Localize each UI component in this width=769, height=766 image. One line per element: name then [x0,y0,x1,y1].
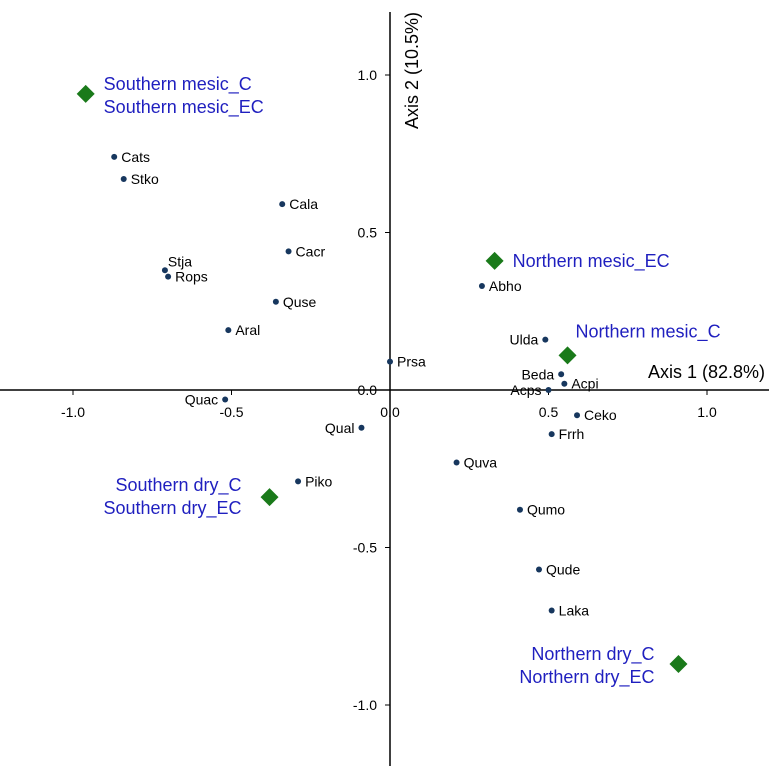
axes [0,12,769,766]
species-point [111,153,118,160]
species-label: Piko [305,473,332,489]
species-label: Ceko [584,407,617,423]
species-point [272,298,279,305]
species-point [516,506,523,513]
group-marker-diamond [669,655,688,674]
ticks: -1.0 -0.5 0.0 0.5 1.0 -1.0 -0.5 0.0 0.5 1.0 [61,67,717,713]
species-label: Cala [289,196,318,212]
y-tick-label: 1.0 [358,67,378,83]
x-tick-label: 0.5 [539,404,559,420]
species-point [548,431,555,438]
species-label: Acpi [571,376,598,392]
species-label: Abho [489,278,522,294]
x-tick-label: -0.5 [219,404,243,420]
x-axis-title: Axis 1 (82.8%) [648,362,765,382]
group-label: Southern mesic_EC [104,97,264,118]
species-label: Qumo [527,502,565,518]
species-point [120,175,127,182]
species-label: Stko [131,171,159,187]
species-point [558,371,565,378]
x-tick-label: 0.0 [380,404,400,420]
group-marker-diamond [558,346,577,365]
species-point [285,248,292,255]
species-label: Quse [283,294,317,310]
species-label: Quac [185,391,218,407]
species-point [561,380,568,387]
y-tick-label: 0.0 [358,382,378,398]
species-label: Acps [510,382,541,398]
species-point [535,566,542,573]
species-label: Laka [559,603,590,619]
species-label: Ulda [510,332,539,348]
y-axis-title: Axis 2 (10.5%) [402,12,422,129]
species-label: Cats [121,149,150,165]
species-point [478,283,485,290]
species-point [542,336,549,343]
y-tick-label: -0.5 [353,540,377,556]
x-tick-label: 1.0 [697,404,717,420]
species-label: Stja [168,253,192,269]
species-point [225,327,232,334]
species-point [222,396,229,403]
species-point [548,607,555,614]
species-label: Qual [325,420,355,436]
y-tick-label: -1.0 [353,697,377,713]
species-point [358,424,365,431]
group-label: Northern dry_EC [519,667,654,688]
group-label: Southern dry_EC [103,498,241,519]
species-point [165,273,172,280]
species-point [574,412,581,419]
species-point [161,267,168,274]
group-label: Northern dry_C [531,644,654,665]
species-label: Aral [235,322,260,338]
species-point [295,478,302,485]
y-tick-label: 0.5 [358,225,378,241]
species-label: Rops [175,269,208,285]
species-label: Quva [464,454,498,470]
species-label: Frrh [559,426,585,442]
group-label: Southern mesic_C [104,74,252,95]
group-marker-diamond [485,251,504,270]
x-tick-label: -1.0 [61,404,85,420]
group-marker-diamond [76,84,95,103]
species-label: Cacr [296,243,326,259]
species-label: Beda [521,366,554,382]
species-label: Qude [546,562,580,578]
group-label: Northern mesic_EC [513,251,670,272]
group-marker-diamond [260,488,279,507]
species-point [545,387,552,393]
group-label: Southern dry_C [115,475,241,496]
species-point [453,459,460,466]
group-label: Northern mesic_C [576,321,721,342]
species-point [279,201,286,208]
species-label: Prsa [397,354,426,370]
species-point [387,358,393,365]
